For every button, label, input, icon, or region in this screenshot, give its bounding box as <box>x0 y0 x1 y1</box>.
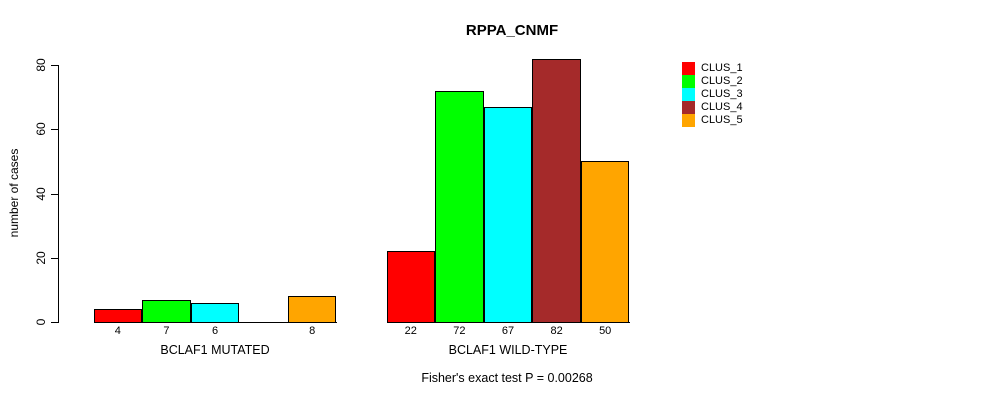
bar-value-label: 22 <box>404 325 417 337</box>
group-label-mutated: BCLAF1 MUTATED <box>160 343 270 357</box>
legend-swatch-icon <box>682 101 695 114</box>
y-axis-label: number of cases <box>7 148 21 238</box>
legend-item-clus_4: CLUS_4 <box>682 101 743 114</box>
y-axis-tick <box>51 193 58 195</box>
legend-swatch-icon <box>682 114 695 127</box>
y-axis-line <box>58 65 59 323</box>
legend-label: CLUS_3 <box>701 88 743 100</box>
legend-item-clus_3: CLUS_3 <box>682 88 743 101</box>
legend-item-clus_5: CLUS_5 <box>682 114 743 127</box>
bar-clus_3-wildtype <box>483 106 533 323</box>
legend-item-clus_1: CLUS_1 <box>682 62 743 75</box>
y-axis-tick <box>51 257 58 259</box>
bar-clus_5-mutated <box>287 296 337 323</box>
bar-clus_2-wildtype <box>435 90 484 323</box>
legend-label: CLUS_1 <box>701 62 743 74</box>
legend-swatch-icon <box>682 75 695 88</box>
y-axis-tick <box>51 65 58 66</box>
bar-value-label: 67 <box>501 325 515 337</box>
y-axis-tick <box>51 322 58 323</box>
y-axis-tick-label: 40 <box>34 186 48 201</box>
bar-value-label: 50 <box>599 325 612 337</box>
y-axis-tick-label: 80 <box>34 58 48 72</box>
bar-clus_3-mutated <box>190 302 240 323</box>
legend-label: CLUS_5 <box>701 114 743 126</box>
bar-value-label: 4 <box>114 325 121 337</box>
group-label-wildtype: BCLAF1 WILD-TYPE <box>448 343 568 357</box>
y-axis-tick <box>51 129 58 131</box>
bar-clus_4-wildtype <box>532 58 581 323</box>
bar-value-label: 8 <box>309 325 316 337</box>
legend-swatch-icon <box>682 88 695 101</box>
bar-clus_1-mutated <box>93 309 143 323</box>
bar-value-label: 6 <box>211 325 219 337</box>
legend-item-clus_2: CLUS_2 <box>682 75 743 88</box>
bar-value-label: 82 <box>550 325 563 337</box>
legend-label: CLUS_2 <box>701 75 743 87</box>
bar-clus_5-wildtype <box>580 161 630 323</box>
legend-label: CLUS_4 <box>701 101 743 113</box>
legend-swatch-icon <box>682 62 695 75</box>
y-axis-tick-label: 60 <box>34 122 48 136</box>
bar-value-label: 7 <box>163 325 170 337</box>
bar-value-label: 72 <box>453 325 466 337</box>
fisher-test-note: Fisher's exact test P = 0.00268 <box>421 371 593 385</box>
y-axis-tick-label: 20 <box>34 251 48 265</box>
bar-clus_2-mutated <box>142 299 191 323</box>
chart-title: RPPA_CNMF <box>465 22 559 39</box>
legend: CLUS_1 CLUS_2 CLUS_3 CLUS_4 CLUS_5 <box>682 62 743 127</box>
bar-clus_1-wildtype <box>386 251 436 323</box>
y-axis-tick-label: 0 <box>34 318 48 326</box>
